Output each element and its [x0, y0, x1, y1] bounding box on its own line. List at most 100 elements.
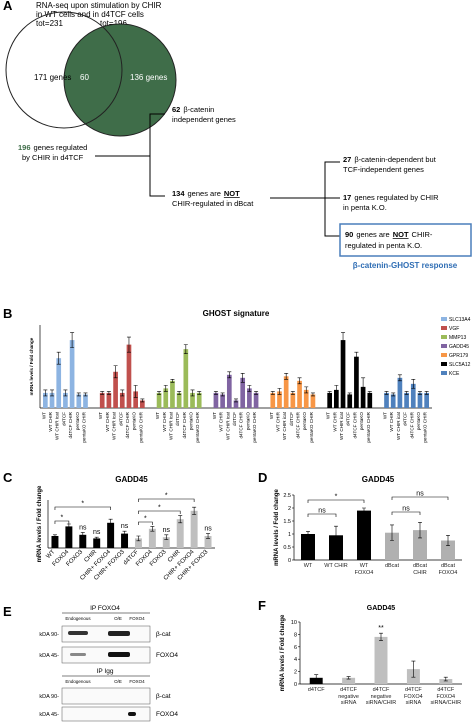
legend-label: KCE [449, 371, 460, 377]
bracket [54, 506, 111, 510]
x-tick-label: d4TCF CHIR [182, 411, 187, 438]
error-bar [234, 398, 238, 403]
x-tick-label: pentaKO CHIR [366, 411, 371, 442]
bar [196, 392, 202, 408]
error-bar [411, 660, 416, 678]
node-text: 90 genes are NOT CHIR- [345, 230, 433, 239]
bracket [138, 510, 181, 514]
bar [439, 679, 453, 684]
connector [270, 161, 340, 237]
error-bar [284, 372, 289, 380]
annotation: ns [121, 523, 129, 530]
connector [95, 113, 165, 197]
x-tick-label: pentaKO [359, 412, 364, 431]
count: 134 [172, 189, 185, 198]
error-bar [277, 388, 282, 395]
bar [397, 377, 403, 408]
x-tick-label: d4TCF CHIR [352, 411, 357, 438]
legend-label: GADD45 [449, 344, 469, 350]
error-bar [113, 365, 118, 379]
bar [93, 538, 101, 548]
annotation: ns [416, 491, 424, 498]
bracket [307, 499, 365, 503]
error-bar [361, 377, 366, 397]
bar [354, 356, 359, 408]
x-tick-label: d4TCF negative siRNA [338, 687, 359, 706]
chart-title: GADD45 [367, 605, 396, 612]
error-bar [304, 386, 309, 394]
bar [417, 392, 423, 408]
error-bar [106, 391, 111, 395]
x-tick-label: d4TCF negative siRNA/CHIR [365, 687, 397, 706]
x-tick-label: WT CHIR [105, 411, 110, 431]
legend-label: SLC5A12 [449, 362, 471, 368]
error-bar [384, 391, 389, 395]
annotation: * [81, 501, 84, 508]
error-bar [334, 525, 338, 545]
x-tick-label: pentaKO [189, 412, 194, 431]
bar [170, 380, 175, 408]
venn-circle-d4tcf [63, 23, 177, 137]
x-tick-label: pentaKO CHIR [195, 411, 200, 442]
x-tick-label: WT CHIR [389, 411, 394, 431]
bar [56, 358, 62, 408]
node-text: by CHIR in d4TCF [22, 153, 84, 162]
error-bar [133, 385, 138, 398]
band [70, 653, 86, 656]
bar [327, 392, 332, 408]
panel-e: E IP FOXO4 Endogenous O/E FOXO4 kDA 90- … [3, 604, 178, 722]
y-tick-label: 2 [294, 670, 297, 676]
bar [140, 400, 145, 408]
x-tick-label: dBcat CHIR [412, 563, 428, 576]
header-line: RNA-seq upon stimulation by CHIR [36, 1, 162, 10]
x-tick-label: d4TCF [175, 412, 180, 426]
marker-label: kDA 45- [39, 712, 59, 718]
error-bar [404, 391, 409, 395]
bar [334, 389, 339, 408]
error-bar [411, 379, 416, 389]
x-tick-label: WT [212, 412, 217, 419]
error-bar [192, 506, 197, 515]
node-line: genes regulated by CHIR [354, 193, 439, 202]
x-tick-label: d4TCF [118, 412, 123, 426]
x-tick-label: WT CHIR icat [55, 411, 60, 440]
bracket [138, 498, 195, 502]
bar [297, 380, 302, 408]
emphasis: NOT [393, 230, 409, 239]
y-tick-label: 8 [294, 632, 297, 638]
annotation: ns [163, 527, 171, 534]
bracket [54, 520, 70, 524]
legend-label: MMP13 [449, 335, 466, 341]
error-bar [227, 371, 232, 379]
x-tick-label: WT CHIR [48, 411, 53, 431]
band [128, 712, 136, 716]
venn-label: 60 [80, 73, 89, 82]
band-label: FOXO4 [156, 711, 178, 718]
error-bar [52, 534, 57, 538]
x-tick-label: pentaKO [132, 412, 137, 431]
x-tick-label: WT CHIR [219, 411, 224, 431]
x-tick-label: d4TCF [307, 687, 325, 693]
x-tick-label: d4TCF CHIR [68, 411, 73, 438]
node-text: independent genes [172, 115, 236, 124]
legend-swatch [441, 344, 447, 348]
venn-label: 171 genes [34, 73, 71, 82]
band-label: FOXO4 [156, 652, 178, 659]
bar [183, 349, 189, 408]
count: 17 [343, 193, 351, 202]
bar [277, 391, 282, 408]
error-bar [418, 522, 422, 539]
chart-title: GHOST signature [203, 309, 270, 318]
error-bar [206, 533, 211, 539]
bar [441, 540, 455, 560]
bar [148, 528, 156, 548]
y-tick-label: 0 [288, 558, 291, 564]
node-line: genes are [356, 230, 389, 239]
band [68, 631, 88, 635]
chart-title: GADD45 [115, 475, 148, 484]
bar [301, 534, 315, 560]
y-tick-label: 2.5 [283, 493, 291, 499]
bracket [138, 521, 153, 525]
node-text: TCF-independent genes [343, 165, 424, 174]
x-tick-label: WT [41, 412, 46, 419]
